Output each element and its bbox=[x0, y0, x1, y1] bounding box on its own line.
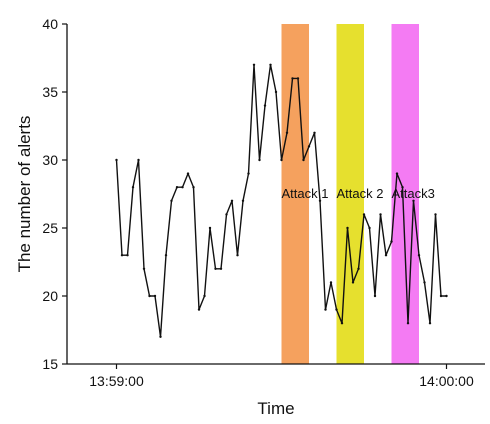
attack-bands bbox=[281, 24, 419, 364]
data-point bbox=[230, 199, 234, 202]
data-point bbox=[296, 77, 300, 80]
data-point bbox=[153, 294, 157, 298]
y-tick-label: 20 bbox=[42, 288, 58, 304]
data-point bbox=[340, 322, 344, 325]
data-point bbox=[269, 63, 272, 66]
y-tick-label: 35 bbox=[42, 84, 58, 100]
data-point bbox=[291, 77, 294, 80]
data-point bbox=[280, 158, 283, 162]
data-point bbox=[203, 294, 206, 298]
data-point bbox=[137, 158, 140, 162]
data-point bbox=[252, 63, 256, 66]
data-point bbox=[406, 322, 410, 325]
data-point bbox=[247, 172, 250, 175]
data-point bbox=[131, 186, 135, 189]
data-point bbox=[368, 226, 371, 230]
data-point bbox=[258, 158, 261, 162]
data-point bbox=[170, 199, 173, 202]
data-point bbox=[357, 267, 360, 270]
data-point bbox=[225, 213, 228, 216]
data-point bbox=[439, 294, 443, 298]
y-tick-label: 30 bbox=[42, 152, 58, 168]
data-point bbox=[115, 158, 118, 162]
data-point bbox=[445, 294, 448, 298]
data-point bbox=[236, 254, 239, 257]
data-point bbox=[142, 267, 146, 270]
data-point bbox=[120, 254, 124, 257]
attack-band-3 bbox=[391, 24, 419, 364]
data-point bbox=[417, 254, 421, 257]
x-axis-title: Time bbox=[257, 399, 294, 418]
data-point bbox=[148, 294, 151, 298]
data-point bbox=[423, 281, 426, 284]
data-point bbox=[346, 226, 349, 230]
data-point bbox=[324, 308, 327, 311]
data-point bbox=[302, 158, 305, 162]
x-tick-label: 14:00:00 bbox=[419, 373, 474, 389]
y-ticks: 15 20 25 30 35 40 bbox=[42, 16, 67, 372]
x-tick-label: 13:59:00 bbox=[89, 373, 144, 389]
data-point bbox=[401, 186, 404, 189]
data-point bbox=[318, 199, 322, 202]
attack-band-1 bbox=[281, 24, 309, 364]
data-point bbox=[181, 186, 184, 189]
data-point bbox=[241, 199, 245, 202]
data-point bbox=[197, 308, 201, 311]
data-point bbox=[329, 281, 333, 284]
data-point bbox=[395, 172, 399, 175]
data-point bbox=[351, 281, 355, 284]
data-point bbox=[192, 186, 195, 189]
data-point bbox=[313, 131, 316, 134]
y-tick-label: 25 bbox=[42, 220, 58, 236]
data-point bbox=[164, 254, 168, 257]
data-point bbox=[412, 199, 415, 202]
data-point bbox=[335, 308, 338, 311]
axes bbox=[66, 24, 485, 365]
data-point bbox=[379, 213, 382, 216]
data-point bbox=[434, 213, 437, 216]
data-point bbox=[186, 172, 190, 175]
data-point bbox=[208, 226, 212, 230]
data-point bbox=[175, 186, 179, 189]
data-point bbox=[214, 267, 217, 270]
y-tick-label: 40 bbox=[42, 16, 58, 32]
data-point bbox=[274, 90, 278, 94]
attack-band-2 bbox=[336, 24, 364, 364]
y-axis-title: The number of alerts bbox=[15, 116, 34, 273]
attack-band-label-2: Attack 2 bbox=[337, 186, 384, 201]
data-point bbox=[390, 240, 393, 243]
data-point bbox=[362, 213, 366, 216]
data-point bbox=[263, 104, 267, 107]
data-point bbox=[285, 131, 289, 134]
data-point bbox=[126, 254, 129, 257]
data-point bbox=[384, 254, 388, 257]
y-tick-label: 15 bbox=[42, 356, 58, 372]
band-labels: Attack 1 Attack 2 Attack3 bbox=[282, 186, 435, 201]
attack-band-label-3: Attack3 bbox=[392, 186, 435, 201]
attack-band-label-1: Attack 1 bbox=[282, 186, 329, 201]
data-point bbox=[219, 267, 223, 270]
series-points bbox=[115, 63, 448, 338]
data-point bbox=[307, 145, 311, 148]
data-point bbox=[428, 322, 432, 325]
data-point bbox=[373, 294, 377, 298]
data-point bbox=[159, 335, 162, 338]
